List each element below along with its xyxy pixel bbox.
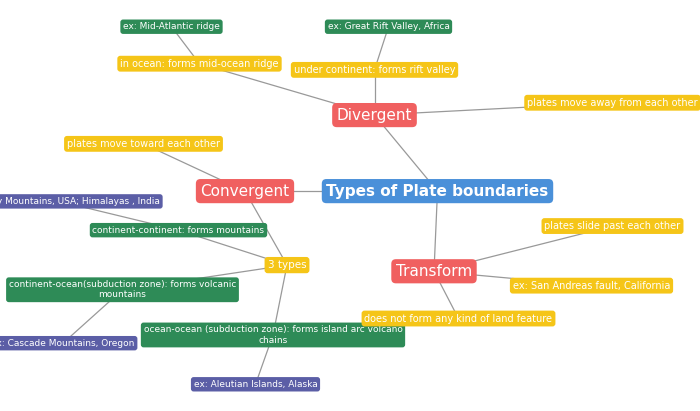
Text: does not form any kind of land feature: does not form any kind of land feature	[365, 314, 552, 323]
Text: ex: San Andreas fault, California: ex: San Andreas fault, California	[513, 281, 670, 291]
Text: in ocean: forms mid-ocean ridge: in ocean: forms mid-ocean ridge	[120, 59, 279, 69]
Text: continent-continent: forms mountains: continent-continent: forms mountains	[92, 226, 265, 235]
Text: ex: Aleutian Islands, Alaska: ex: Aleutian Islands, Alaska	[194, 380, 317, 389]
Text: plates slide past each other: plates slide past each other	[545, 221, 680, 231]
Text: ex: Mid-Atlantic ridge: ex: Mid-Atlantic ridge	[123, 22, 220, 31]
Text: 3 types: 3 types	[267, 260, 307, 270]
Text: ex: Great Rift Valley, Africa: ex: Great Rift Valley, Africa	[328, 22, 449, 31]
Text: ex: Cascade Mountains, Oregon: ex: Cascade Mountains, Oregon	[0, 339, 134, 348]
Text: Convergent: Convergent	[200, 184, 290, 199]
Text: Transform: Transform	[396, 264, 472, 279]
Text: plates move away from each other: plates move away from each other	[527, 98, 698, 108]
Text: plates move toward each other: plates move toward each other	[67, 139, 220, 149]
Text: ex: Rocky Mountains, USA; Himalayas , India: ex: Rocky Mountains, USA; Himalayas , In…	[0, 197, 160, 206]
Text: continent-ocean(subduction zone): forms volcanic
mountains: continent-ocean(subduction zone): forms …	[9, 280, 236, 300]
Text: Divergent: Divergent	[337, 108, 412, 122]
Text: Types of Plate boundaries: Types of Plate boundaries	[326, 184, 549, 199]
Text: ocean-ocean (subduction zone): forms island arc volcano
chains: ocean-ocean (subduction zone): forms isl…	[144, 325, 402, 345]
Text: under continent: forms rift valley: under continent: forms rift valley	[294, 65, 455, 75]
